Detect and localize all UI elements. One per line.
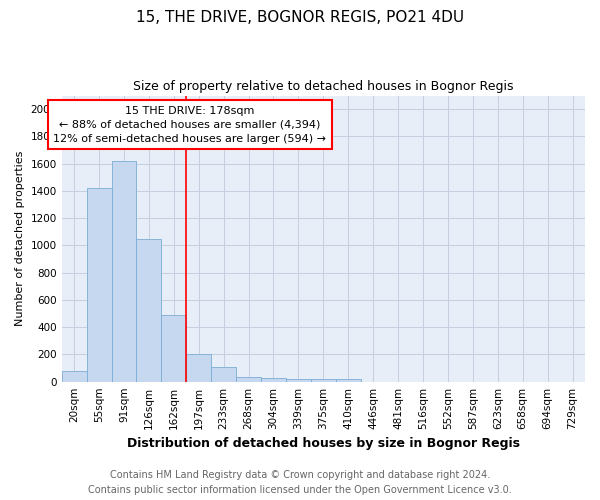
Bar: [311, 379, 336, 382]
Text: 15 THE DRIVE: 178sqm
← 88% of detached houses are smaller (4,394)
12% of semi-de: 15 THE DRIVE: 178sqm ← 88% of detached h…: [53, 106, 326, 144]
X-axis label: Distribution of detached houses by size in Bognor Regis: Distribution of detached houses by size …: [127, 437, 520, 450]
Text: 15, THE DRIVE, BOGNOR REGIS, PO21 4DU: 15, THE DRIVE, BOGNOR REGIS, PO21 4DU: [136, 10, 464, 25]
Y-axis label: Number of detached properties: Number of detached properties: [15, 151, 25, 326]
Bar: [211, 366, 236, 382]
Text: Contains HM Land Registry data © Crown copyright and database right 2024.
Contai: Contains HM Land Registry data © Crown c…: [88, 470, 512, 495]
Bar: [112, 161, 136, 382]
Bar: [286, 379, 311, 382]
Bar: [161, 315, 186, 382]
Title: Size of property relative to detached houses in Bognor Regis: Size of property relative to detached ho…: [133, 80, 514, 93]
Bar: [86, 188, 112, 382]
Bar: [62, 371, 86, 382]
Bar: [136, 238, 161, 382]
Bar: [236, 377, 261, 382]
Bar: [336, 379, 361, 382]
Bar: [186, 354, 211, 382]
Bar: [261, 378, 286, 382]
